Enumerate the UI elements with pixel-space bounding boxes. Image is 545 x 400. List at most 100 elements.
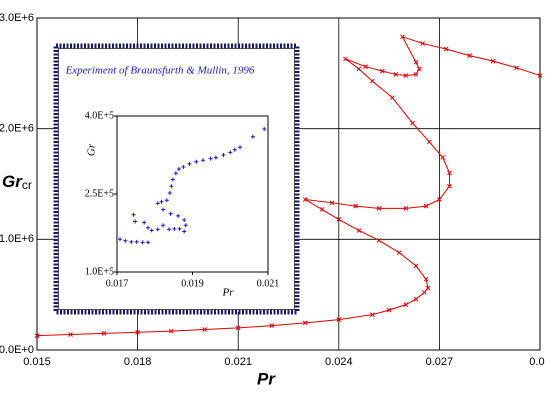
data-point — [168, 211, 173, 216]
data-point — [167, 227, 172, 232]
data-point — [145, 240, 150, 245]
data-point — [182, 218, 187, 222]
data-point — [302, 197, 308, 202]
data-point — [133, 219, 138, 224]
data-point — [131, 212, 136, 217]
inset-frame — [53, 43, 300, 315]
data-point — [390, 95, 395, 101]
data-point — [447, 183, 452, 189]
inset-title: Experiment of Braunsfurth & Mullin, 1996 — [65, 65, 255, 77]
data-point — [167, 190, 172, 195]
x-axis-label: Pr — [257, 369, 276, 388]
data-point — [149, 228, 154, 233]
y-axis-label-main: Gr — [2, 172, 23, 191]
data-point — [369, 78, 375, 84]
data-point — [182, 229, 187, 234]
data-point — [437, 197, 442, 202]
data-point — [396, 250, 402, 255]
data-point — [490, 58, 496, 64]
data-point — [400, 34, 405, 40]
data-point — [353, 203, 358, 209]
data-point — [343, 56, 348, 62]
data-point — [356, 228, 362, 233]
data-point — [159, 199, 164, 204]
data-point — [172, 226, 177, 231]
x-tick-label: 0.027 — [426, 356, 454, 368]
data-point — [403, 302, 409, 307]
data-point — [201, 158, 206, 163]
x-tick-label: 0.021 — [257, 278, 280, 289]
data-point — [177, 226, 182, 231]
data-point — [145, 225, 150, 230]
inset-chart: 0.017 0.019 0.021 1.0E+5 2.5E+5 4.0E+5 — [85, 110, 280, 289]
data-point — [443, 46, 449, 52]
inset-frame-inner — [58, 48, 295, 310]
data-point — [135, 329, 140, 335]
x-tick-label: 0.024 — [325, 356, 353, 368]
data-point — [129, 239, 134, 244]
inset-x-axis-label: Pr — [222, 287, 235, 299]
data-point — [336, 317, 342, 322]
y-tick-label: 2.5E+5 — [85, 188, 114, 199]
x-tick-label: 0.017 — [106, 278, 129, 289]
data-point — [262, 127, 267, 131]
x-tick-label: 0.019 — [181, 278, 204, 289]
data-point — [208, 156, 213, 161]
data-point — [386, 307, 392, 313]
y-tick-label: 1.0E+5 — [85, 266, 114, 277]
data-point — [155, 201, 160, 206]
data-point — [170, 177, 175, 182]
data-point — [403, 73, 409, 78]
data-point — [356, 66, 362, 72]
x-tick-label: 0.015 — [23, 356, 51, 368]
data-point — [514, 65, 519, 71]
data-point — [140, 240, 145, 245]
data-point — [369, 312, 375, 317]
data-point — [194, 159, 199, 164]
data-point — [169, 184, 174, 189]
y-tick-label: 4.0E+5 — [85, 110, 114, 121]
data-point — [183, 223, 188, 228]
data-point — [213, 155, 218, 160]
y-axis-label-subscript: cr — [22, 178, 32, 192]
data-point — [118, 237, 123, 242]
y-tick-label: 1.0E+6 — [0, 233, 34, 245]
data-point — [232, 147, 237, 152]
data-point — [34, 333, 40, 338]
data-point — [142, 220, 147, 225]
data-point — [238, 145, 243, 150]
data-point — [393, 72, 399, 77]
data-point — [413, 72, 419, 77]
data-point — [403, 205, 409, 211]
data-point — [221, 153, 226, 157]
data-point — [176, 167, 181, 172]
data-point — [413, 263, 419, 269]
x-tick-label: 0.021 — [224, 356, 252, 368]
data-point — [235, 325, 241, 331]
data-point — [467, 53, 472, 58]
data-point — [202, 327, 208, 332]
data-point — [423, 276, 429, 282]
y-tick-label: 2.0E+6 — [0, 123, 34, 135]
x-tick-label: 0.018 — [124, 356, 152, 368]
data-point — [161, 207, 166, 212]
data-point — [161, 223, 166, 228]
data-point — [420, 41, 425, 46]
data-point — [302, 320, 308, 326]
data-point — [173, 171, 178, 176]
data-point — [319, 207, 325, 212]
data-point — [363, 64, 368, 70]
data-point — [329, 200, 335, 206]
inset-y-axis-label: Gr — [86, 143, 98, 156]
data-point — [269, 323, 275, 329]
data-point — [176, 213, 181, 218]
y-axis-label: Grcr — [2, 172, 32, 192]
data-point — [426, 139, 432, 145]
data-point — [168, 328, 174, 334]
data-point — [376, 205, 382, 211]
data-point — [68, 332, 73, 337]
data-point — [228, 150, 233, 155]
data-point — [421, 290, 427, 295]
x-tick-label: 0.03 — [529, 356, 545, 368]
